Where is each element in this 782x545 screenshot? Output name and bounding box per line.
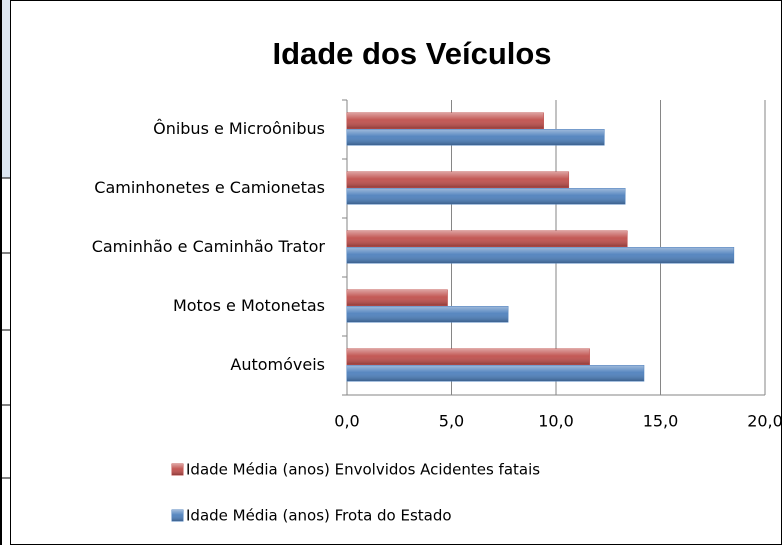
x-tick-label: 20,0 bbox=[747, 412, 782, 431]
x-tick-label: 10,0 bbox=[538, 412, 574, 431]
y-tick-label: Automóveis bbox=[230, 355, 325, 374]
bar-shine bbox=[347, 129, 605, 145]
x-tick-label: 5,0 bbox=[439, 412, 464, 431]
bar-shine bbox=[347, 349, 590, 365]
y-tick-label: Motos e Motonetas bbox=[173, 296, 325, 315]
bar-shine bbox=[347, 365, 644, 381]
bar-shine bbox=[347, 113, 544, 129]
bar-shine bbox=[347, 306, 508, 322]
bar-shine bbox=[347, 247, 734, 263]
legend-label: Idade Média (anos) Envolvidos Acidentes … bbox=[186, 461, 540, 479]
x-tick-label: 0,0 bbox=[334, 412, 359, 431]
bar-shine bbox=[347, 188, 625, 204]
y-tick-label: Caminhão e Caminhão Trator bbox=[92, 237, 326, 256]
bar-shine bbox=[347, 231, 628, 247]
x-tick-label: 15,0 bbox=[643, 412, 679, 431]
legend-label: Idade Média (anos) Frota do Estado bbox=[186, 507, 452, 525]
legend-swatch-shine bbox=[172, 464, 183, 475]
bar-shine bbox=[347, 290, 448, 306]
bar-shine bbox=[347, 172, 569, 188]
sheet-strip bbox=[0, 0, 10, 545]
y-tick-label: Caminhonetes e Camionetas bbox=[94, 178, 325, 197]
legend-swatch-shine bbox=[172, 510, 183, 521]
y-tick-label: Ônibus e Microônibus bbox=[153, 119, 325, 138]
chart-frame bbox=[10, 0, 782, 545]
chart-title: Idade dos Veículos bbox=[272, 36, 551, 71]
